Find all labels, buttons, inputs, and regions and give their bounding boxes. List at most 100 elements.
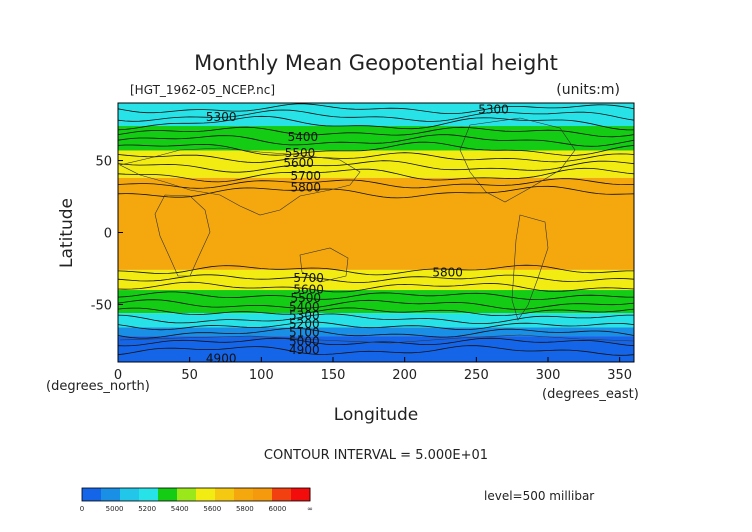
contour-label-4: 5600 (283, 156, 314, 170)
contour-label-9: 5600 (293, 283, 324, 297)
y-axis-label: Latitude (57, 198, 77, 268)
heatmap-band-3 (118, 177, 634, 270)
contour-line-10 (117, 185, 635, 199)
contour-line-3 (117, 126, 635, 138)
colorbar-swatch-9 (253, 488, 273, 501)
contour-label-0: 5300 (206, 110, 237, 124)
level-label: level=500 millibar (484, 489, 594, 503)
contour-label-1: 5300 (478, 103, 509, 117)
x-tick-label-7: 350 (607, 368, 632, 383)
file-label: [HGT_1962-05_NCEP.nc] (130, 83, 275, 97)
contour-label-8: 5700 (293, 271, 324, 285)
y-axis-ticks: 50 0 -50 (91, 155, 123, 313)
contour-line-21 (117, 345, 635, 356)
y-tick-label-1: 0 (104, 227, 112, 242)
colorbar-swatch-4 (158, 488, 178, 501)
contour-line-6 (117, 152, 635, 163)
colorbar-swatch-7 (215, 488, 235, 501)
contour-label-5: 5700 (290, 169, 321, 183)
x-tick-label-6: 300 (536, 368, 561, 383)
units-label: (units:m) (556, 82, 620, 98)
colorbar-swatch-8 (234, 488, 254, 501)
contour-line-12 (117, 274, 635, 283)
colorbar-label-6: 6000 (269, 505, 287, 513)
contour-label-3: 5500 (285, 146, 316, 160)
contour-label-10: 5500 (290, 291, 321, 305)
contour-line-7 (117, 160, 635, 173)
coastline-5 (119, 334, 635, 344)
x-tick-label-2: 100 (249, 368, 274, 383)
colorbar-labels: 0 5000 5200 5400 5600 5800 6000 ∞ (80, 505, 313, 513)
contour-line-15 (117, 299, 635, 310)
contour-label-11: 5400 (289, 300, 320, 314)
contour-line-13 (117, 281, 635, 293)
contour-line-0 (117, 103, 635, 114)
contour-line-18 (117, 321, 635, 331)
contour-label-7: 5800 (432, 265, 463, 279)
y-tick-label-2: -50 (91, 298, 112, 313)
contour-line-8 (117, 167, 635, 183)
heatmap-band-6 (118, 313, 634, 328)
x-axis-label: Longitude (334, 405, 419, 425)
colorbar-label-5: 5800 (236, 505, 254, 513)
colorbar-swatch-5 (177, 488, 197, 501)
chart-title: Monthly Mean Geopotential height (194, 51, 558, 75)
heatmap-band-7 (118, 327, 634, 337)
colorbar-frame (81, 487, 311, 502)
contour-line-20 (117, 337, 635, 347)
colorbar-swatch-0 (82, 488, 102, 501)
contour-line-17 (117, 313, 634, 324)
contour-line-16 (117, 307, 635, 317)
colorbar-swatch-1 (101, 488, 121, 501)
contour-label-12: 5300 (289, 308, 320, 322)
heatmap-band-5 (118, 290, 634, 314)
colorbar-label-7: ∞ (307, 505, 313, 513)
coastline-0 (119, 147, 361, 216)
contour-line-1 (117, 109, 635, 122)
colorbar-label-2: 5200 (138, 505, 156, 513)
contour-label-6: 5800 (290, 180, 321, 194)
contour-line-2 (117, 115, 635, 131)
y-unit-label: (degrees_north) (46, 379, 150, 394)
coastline-1 (154, 194, 211, 277)
coastline-3 (459, 117, 576, 203)
x-tick-label-5: 250 (464, 368, 489, 383)
contour-line-4 (117, 134, 635, 147)
contour-label-15: 5000 (289, 334, 320, 348)
colorbar-label-1: 5000 (106, 505, 124, 513)
heatmap-band-0 (118, 103, 634, 127)
x-tick-label-4: 200 (392, 368, 417, 383)
y-tick-label-0: 50 (95, 155, 112, 170)
heatmap-band-1 (118, 126, 634, 151)
heatmap-band-2 (118, 150, 634, 178)
coastline-2 (299, 247, 349, 283)
colorbar-label-4: 5600 (203, 505, 221, 513)
colorbar-label-3: 5400 (171, 505, 189, 513)
plot-area: 5300530054005500560057005800580057005600… (117, 102, 635, 366)
contour-line-9 (117, 178, 635, 189)
contour-line-14 (117, 291, 634, 301)
colorbar-swatch-11 (291, 488, 311, 501)
contour-label-17: 4900 (206, 352, 237, 366)
contour-interval-label: CONTOUR INTERVAL = 5.000E+01 (264, 448, 488, 463)
colorbar-swatch-6 (196, 488, 216, 501)
colorbar-swatch-3 (139, 488, 159, 501)
x-tick-label-1: 50 (181, 368, 198, 383)
contour-label-13: 5200 (289, 317, 320, 331)
x-axis-ticks: 0 50 100 150 200 250 300 350 (114, 357, 632, 383)
contour-label-2: 5400 (288, 130, 319, 144)
x-tick-label-0: 0 (114, 368, 122, 383)
colorbar (81, 487, 311, 502)
coastline-4 (511, 214, 549, 321)
colorbar-swatch-2 (120, 488, 140, 501)
x-unit-label: (degrees_east) (542, 387, 639, 402)
contour-label-14: 5100 (289, 326, 320, 340)
contour-line-19 (117, 328, 635, 339)
x-tick-label-3: 150 (321, 368, 346, 383)
colorbar-swatch-10 (272, 488, 292, 501)
contour-line-5 (117, 141, 635, 156)
colorbar-label-0: 0 (80, 505, 84, 513)
contour-line-11 (117, 264, 634, 276)
contour-label-16: 4900 (289, 343, 320, 357)
